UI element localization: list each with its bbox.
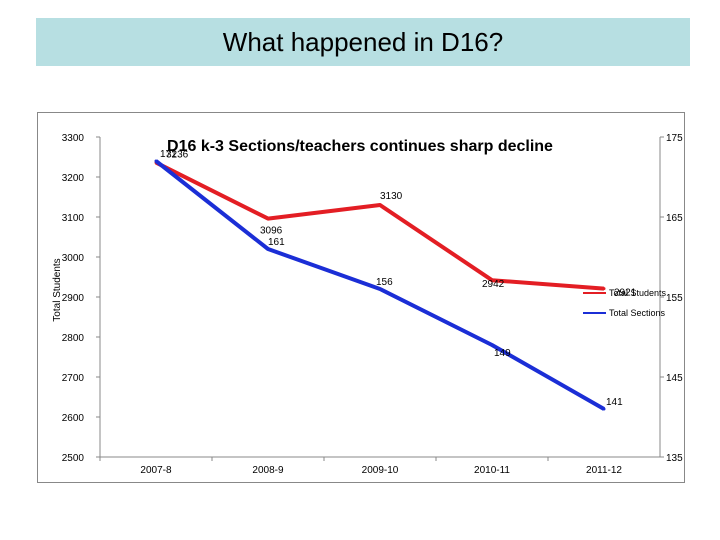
- data-label-total-students: 3096: [260, 226, 283, 237]
- data-point-total-students: [378, 203, 382, 207]
- y-tick-label: 2600: [62, 413, 85, 424]
- legend-label-total-sections: Total Sections: [609, 308, 666, 318]
- y-tick-label: 3200: [62, 173, 85, 184]
- y-tick-label: 3300: [62, 133, 85, 144]
- y2-tick-label: 145: [666, 373, 683, 384]
- y2-tick-label: 155: [666, 293, 683, 304]
- data-label-total-students: 2942: [482, 279, 505, 290]
- data-label-total-sections: 161: [268, 237, 285, 248]
- y2-tick-label: 175: [666, 133, 683, 144]
- data-label-total-students: 3236: [166, 150, 189, 161]
- data-point-total-sections: [154, 159, 158, 163]
- data-label-total-students: 3130: [380, 191, 403, 202]
- slide-title: What happened in D16?: [222, 26, 504, 57]
- chart-frame: [37, 112, 685, 483]
- x-tick-label: 2008-9: [252, 465, 284, 476]
- y-tick-label: 2900: [62, 293, 85, 304]
- data-point-total-students: [490, 278, 494, 282]
- data-point-total-sections: [378, 287, 382, 291]
- data-label-total-sections: 141: [606, 397, 623, 408]
- legend: Total Students Total Sections: [583, 288, 667, 318]
- data-point-total-sections: [266, 247, 270, 251]
- data-point-total-sections: [602, 407, 606, 411]
- data-point-total-students: [266, 217, 270, 221]
- data-label-total-students: 2921: [614, 288, 637, 299]
- axis-layer: 3300 3200 3100 3000 2900 2800 2700 2600 2500 175 1…: [62, 133, 683, 476]
- x-tick-label: 2007-8: [140, 465, 172, 476]
- slide-title-banner: What happened in D16?: [36, 18, 690, 66]
- chart-title: D16 k-3 Sections/teachers continues shar…: [167, 138, 553, 155]
- y-axis-label: Total Students: [52, 258, 63, 321]
- data-label-total-sections: 149: [494, 348, 511, 359]
- data-point-total-students: [602, 287, 606, 291]
- y2-tick-label: 135: [666, 453, 683, 464]
- y-tick-label: 3000: [62, 253, 85, 264]
- data-label-layer: 3236 3096 3130 2942 2921 171 161 156 149 141: [160, 149, 637, 408]
- x-tick-label: 2009-10: [362, 465, 399, 476]
- series-line-total-students: [155, 160, 605, 291]
- legend-label-total-students: Total Students: [609, 288, 667, 298]
- data-label-total-sections: 171: [160, 149, 177, 160]
- y-tick-label: 2800: [62, 333, 85, 344]
- x-tick-label: 2010-11: [474, 465, 510, 476]
- y-tick-label: 2500: [62, 453, 85, 464]
- x-tick-label: 2011-12: [586, 465, 622, 476]
- y-tick-label: 3100: [62, 213, 85, 224]
- y2-tick-label: 165: [666, 213, 683, 224]
- series-layer: [154, 159, 606, 411]
- data-point-total-sections: [490, 343, 494, 347]
- data-label-total-sections: 156: [376, 277, 393, 288]
- y-tick-label: 2700: [62, 373, 85, 384]
